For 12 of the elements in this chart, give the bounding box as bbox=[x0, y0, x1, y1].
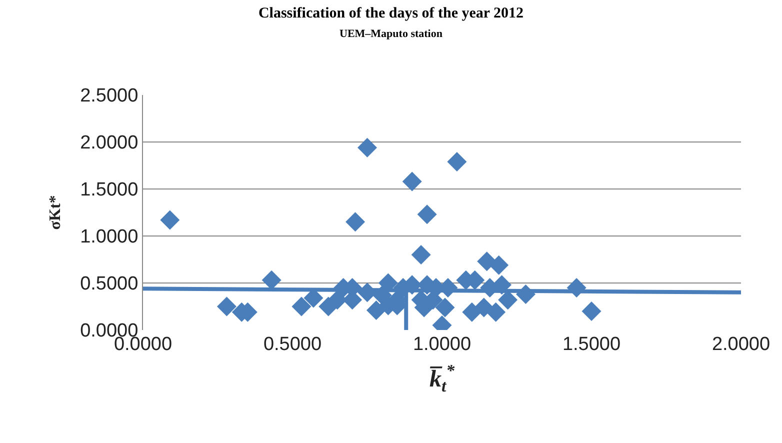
x-tick-label: 1.5000 bbox=[562, 334, 621, 355]
x-tick-label: 0.5000 bbox=[263, 334, 322, 355]
x-tick-label: 1.0000 bbox=[412, 334, 472, 355]
chart-subtitle: UEM–Maputo station bbox=[340, 28, 442, 40]
y-tick-label: 1.5000 bbox=[80, 180, 138, 201]
y-axis-title: σKt* bbox=[46, 195, 64, 230]
y-tick-label: 1.0000 bbox=[80, 226, 138, 248]
y-tick-label: 2.0000 bbox=[80, 132, 138, 154]
y-tick-label: 2.5000 bbox=[80, 86, 138, 107]
x-tick-label: 2.0000 bbox=[712, 334, 770, 355]
y-tick-label: 0.5000 bbox=[80, 274, 138, 295]
chart-title: Classification of the days of the year 2012 bbox=[258, 6, 524, 22]
